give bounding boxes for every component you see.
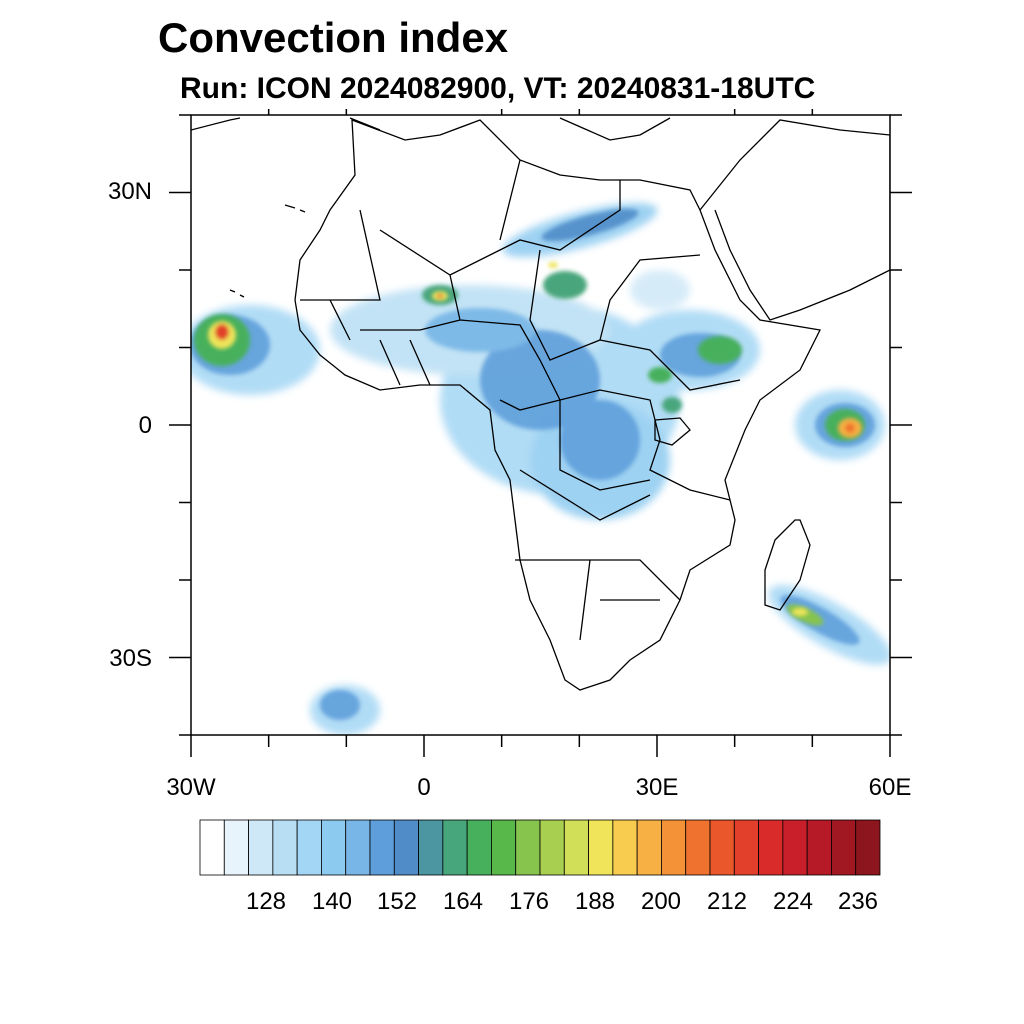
colorbar-swatch [491, 819, 517, 876]
colorbar-swatch [831, 819, 857, 876]
colorbar-swatch [758, 819, 784, 876]
colorbar-swatch [442, 819, 468, 876]
colorbar-label: 128 [245, 888, 287, 915]
lake-victoria [654, 417, 691, 446]
colorbar-swatch [563, 819, 589, 876]
colorbar-label: 152 [376, 888, 418, 915]
colorbar-label: 188 [574, 888, 616, 915]
lat-label-0: 0 [138, 412, 152, 439]
colorbar-label: 224 [772, 888, 814, 915]
colorbar-swatch [393, 819, 419, 876]
arabia-coastline [699, 119, 890, 321]
colorbar-label: 176 [508, 888, 550, 915]
colorbar-label: 200 [640, 888, 682, 915]
colorbar-swatch [199, 819, 225, 876]
lat-label-30s: 30S [109, 645, 152, 672]
colorbar-swatch [539, 819, 565, 876]
colorbar [199, 819, 881, 876]
colorbar-swatch [515, 819, 541, 876]
axis-ticks [169, 109, 912, 757]
colorbar-swatch [661, 819, 687, 876]
colorbar-swatch [345, 819, 371, 876]
colorbar-swatch [636, 819, 662, 876]
colorbar-swatch [223, 819, 249, 876]
colorbar-swatch [782, 819, 808, 876]
coastlines [191, 117, 890, 691]
colorbar-swatch [248, 819, 274, 876]
lat-label-30n: 30N [107, 178, 152, 205]
madagascar-coastline [764, 519, 811, 611]
colorbar-swatch [369, 819, 395, 876]
colorbar-label: 236 [837, 888, 879, 915]
lon-label-30w: 30W [166, 774, 216, 801]
colorbar-swatch [588, 819, 614, 876]
country-borders [300, 159, 741, 641]
colorbar-swatch [733, 819, 759, 876]
chart-subtitle: Run: ICON 2024082900, VT: 20240831-18UTC [180, 72, 816, 105]
europe-coastline [191, 117, 671, 141]
colorbar-swatch [321, 819, 347, 876]
africa-coastline [294, 119, 821, 691]
lon-label-60e: 60E [868, 774, 912, 801]
colorbar-label: 164 [442, 888, 484, 915]
colorbar-swatch [466, 819, 492, 876]
colorbar-label: 212 [706, 888, 748, 915]
colorbar-swatch [806, 819, 832, 876]
lon-label-30e: 30E [635, 774, 679, 801]
canary-islands [284, 204, 306, 213]
colorbar-swatch [296, 819, 322, 876]
convection-field [191, 202, 890, 735]
colorbar-swatch [685, 819, 711, 876]
colorbar-swatch [418, 819, 444, 876]
colorbar-swatch [272, 819, 298, 876]
colorbar-label: 140 [311, 888, 353, 915]
colorbar-swatch [612, 819, 638, 876]
chart-title: Convection index [158, 14, 509, 61]
cape-verde [229, 289, 245, 298]
colorbar-swatch [709, 819, 735, 876]
colorbar-swatch [855, 819, 881, 876]
lon-label-0: 0 [417, 774, 431, 801]
